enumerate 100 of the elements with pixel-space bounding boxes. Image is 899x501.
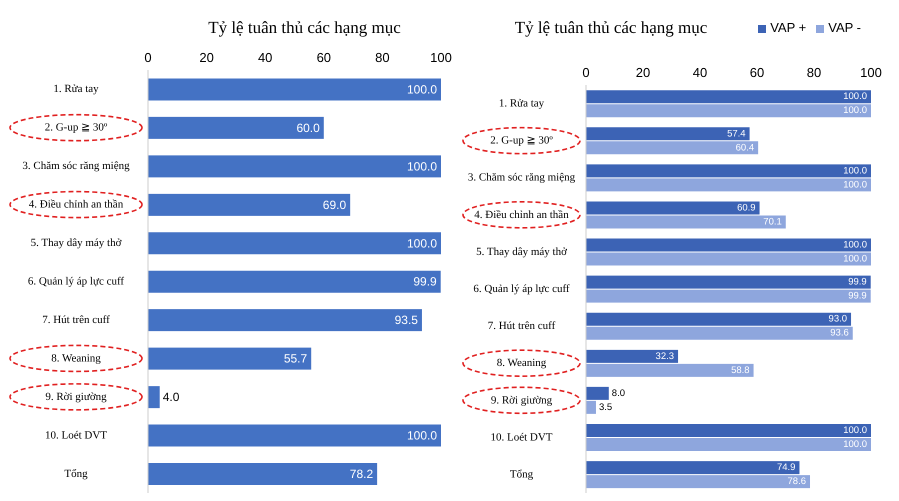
x-tick-label: 80 (375, 50, 390, 65)
x-tick-label: 20 (636, 65, 650, 80)
legend-label: VAP + (770, 20, 806, 35)
data-label: 100.0 (406, 236, 438, 250)
y-tick-label: 6. Quản lý áp lực cuff (473, 283, 570, 295)
y-tick-label: 2. G-up ≧ 30º (490, 134, 554, 147)
data-label: 99.9 (848, 276, 867, 288)
bar (586, 438, 871, 452)
y-tick-label: 8. Weaning (51, 352, 102, 364)
x-tick-label: 80 (806, 65, 822, 80)
data-label: 58.8 (731, 364, 750, 376)
y-tick-label: 4. Điều chỉnh an thần (474, 208, 570, 221)
data-label: 8.0 (612, 388, 626, 399)
y-tick-label: 4. Điều chỉnh an thần (28, 198, 124, 211)
data-label: 60.0 (296, 120, 320, 135)
bar (148, 424, 441, 447)
bar (586, 178, 871, 192)
data-label: 93.6 (830, 328, 849, 339)
data-label: 100.0 (406, 159, 438, 174)
x-tick-label: 0 (144, 50, 152, 65)
x-tick-label: 100 (860, 65, 882, 80)
bar (586, 400, 596, 414)
y-tick-label: 7. Hút trên cuff (488, 320, 556, 332)
bar (586, 252, 871, 266)
data-label: 57.4 (727, 128, 746, 140)
data-label: 3.5 (598, 402, 612, 413)
bar (586, 312, 852, 326)
bar (148, 155, 441, 178)
y-tick-label: 10. Loét DVT (44, 429, 108, 442)
bar (586, 238, 871, 252)
data-label: 100.0 (843, 91, 867, 102)
bar (148, 116, 324, 139)
chart-title: Tỷ lệ tuân thủ các hạng mục (207, 18, 402, 38)
bar (148, 194, 350, 216)
y-tick-label: 5. Thay dây máy thở (30, 237, 122, 250)
bar (586, 201, 760, 214)
chart-title: Tỷ lệ tuân thủ các hạng mục (514, 18, 708, 38)
y-tick-label: 9. Rời giường (45, 390, 108, 403)
bar (148, 348, 312, 370)
data-label: 55.7 (284, 352, 308, 366)
data-label: 4.0 (162, 390, 180, 404)
data-label: 100.0 (406, 428, 438, 443)
bar (148, 309, 422, 332)
data-label: 100.0 (843, 439, 867, 450)
bar (586, 290, 871, 303)
data-label: 99.9 (848, 290, 867, 302)
y-tick-label: 5. Thay dây máy thở (476, 246, 568, 258)
data-label: 78.2 (350, 467, 374, 482)
y-tick-label: 1. Rửa tay (498, 98, 545, 110)
bar (586, 141, 758, 154)
data-label: 74.9 (776, 462, 796, 474)
y-tick-label: 10. Loét DVT (490, 431, 553, 444)
data-label: 100.0 (843, 240, 867, 251)
data-label: 60.4 (736, 142, 754, 154)
data-label: 93.5 (394, 313, 418, 328)
x-tick-label: 40 (258, 50, 272, 65)
bar (586, 350, 678, 363)
data-label: 100.0 (843, 179, 867, 190)
y-tick-label: 3. Chăm sóc răng miệng (22, 160, 130, 172)
y-tick-label: 6. Quản lý áp lực cuff (28, 276, 124, 288)
bar (148, 386, 160, 408)
data-label: 100.0 (843, 425, 867, 436)
x-tick-label: 20 (199, 50, 214, 65)
data-label: 69.0 (322, 198, 346, 212)
data-label: 100.0 (843, 254, 867, 265)
bar (586, 164, 871, 178)
bar (586, 127, 750, 140)
bar (148, 232, 441, 254)
data-label: 93.0 (828, 314, 848, 325)
y-tick-label: 8. Weaning (496, 357, 547, 370)
data-label: 99.9 (413, 274, 438, 289)
y-tick-label: 9. Rời giường (490, 394, 553, 406)
bar (148, 463, 378, 486)
data-label: 100.0 (843, 165, 867, 176)
data-label: 78.6 (788, 476, 806, 488)
y-tick-label: 2. G-up ≧ 30º (44, 122, 108, 134)
bar (148, 270, 441, 293)
y-tick-label: 1. Rửa tay (53, 83, 100, 96)
x-tick-label: 60 (316, 50, 332, 65)
data-label: 100.0 (406, 82, 438, 96)
bar (586, 276, 871, 289)
x-tick-label: 60 (750, 65, 764, 80)
y-tick-label: 3. Chăm sóc răng miệng (468, 172, 576, 184)
data-label: 70.1 (763, 216, 782, 228)
data-label: 32.3 (656, 350, 674, 362)
bar (586, 364, 754, 377)
y-tick-label: 7. Hút trên cuff (42, 314, 110, 326)
bar (586, 386, 609, 400)
x-tick-label: 0 (582, 65, 590, 80)
legend-label: VAP - (828, 20, 861, 35)
x-tick-label: 100 (430, 50, 452, 65)
bar (586, 461, 800, 474)
bar (586, 326, 853, 340)
bar (586, 424, 871, 438)
data-label: 100.0 (843, 105, 867, 116)
bar (586, 215, 786, 228)
y-tick-label: Tổng (510, 468, 534, 480)
bar (586, 90, 871, 104)
bar (586, 475, 810, 488)
data-label: 60.9 (737, 202, 756, 214)
